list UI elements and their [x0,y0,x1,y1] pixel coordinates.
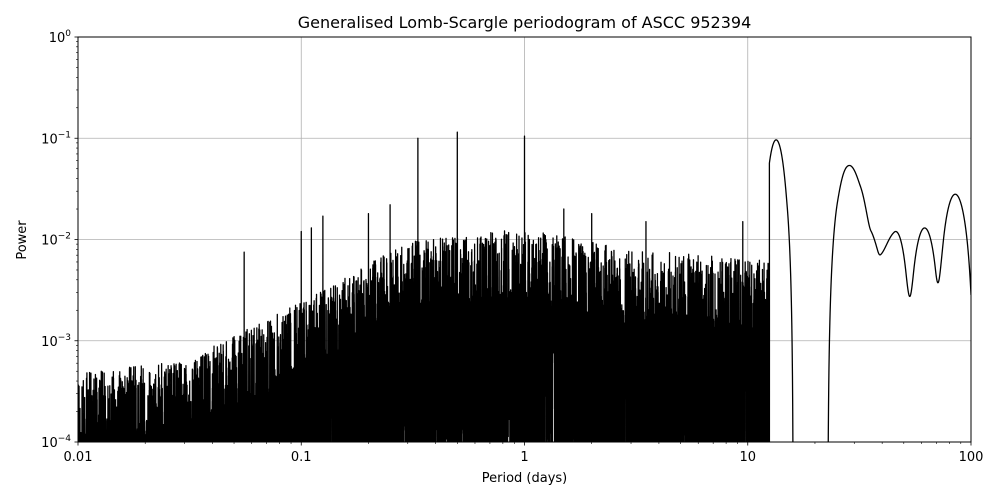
x-axis-label: Period (days) [482,471,568,486]
x-tick-label: 100 [959,450,984,465]
y-tick-label: 10−3 [41,333,71,350]
y-tick-labels: 10−4 10−3 10−2 10−1 100 [41,29,71,451]
x-tick-label: 1 [520,450,528,465]
x-tick-label: 0.01 [64,450,93,465]
y-tick-label: 100 [49,29,72,46]
x-tick-label: 0.1 [291,450,312,465]
x-tick-label: 10 [739,450,756,465]
y-tick-label: 10−2 [41,232,71,249]
y-tick-label: 10−4 [41,434,71,451]
chart-title: Generalised Lomb-Scargle periodogram of … [298,13,752,32]
x-tick-labels: 0.01 0.1 1 10 100 [64,450,984,465]
y-tick-label: 10−1 [41,130,71,147]
axis-ticks [74,36,972,446]
y-axis-label: Power [15,220,30,260]
